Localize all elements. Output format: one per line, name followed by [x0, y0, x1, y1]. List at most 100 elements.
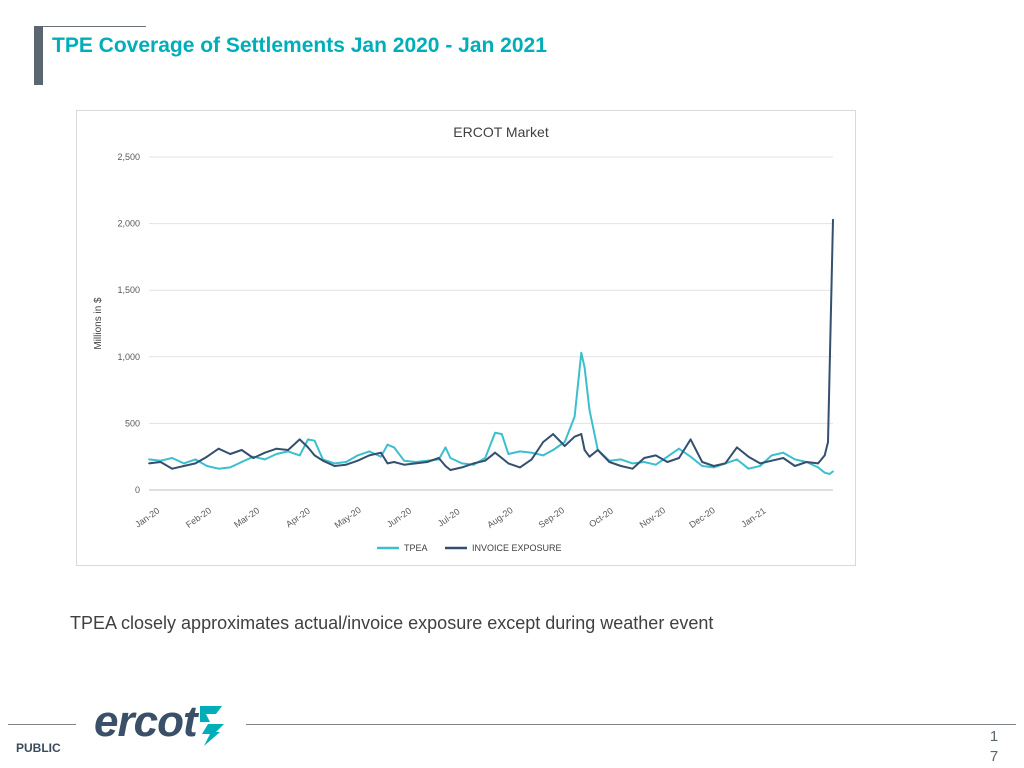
- data-point: [484, 459, 487, 462]
- data-point: [654, 463, 657, 466]
- data-point: [832, 218, 834, 221]
- data-point: [620, 465, 622, 467]
- x-tick-label: Jun-20: [385, 506, 413, 530]
- data-point: [507, 462, 510, 465]
- data-point: [542, 441, 545, 443]
- data-point: [356, 459, 359, 462]
- data-point: [580, 351, 583, 354]
- y-axis-label: Millions in $: [93, 297, 104, 350]
- data-point: [580, 433, 583, 435]
- data-point: [519, 466, 521, 469]
- data-point: [321, 459, 324, 462]
- data-point: [552, 433, 555, 435]
- data-point: [461, 462, 463, 465]
- data-point: [643, 457, 646, 459]
- data-point: [782, 457, 785, 459]
- footer-divider-right: [246, 724, 1016, 725]
- ercot-logo-text: ercot: [94, 697, 198, 746]
- data-point: [449, 469, 452, 471]
- data-point: [414, 462, 417, 465]
- data-point: [217, 447, 220, 450]
- data-point: [563, 441, 566, 443]
- x-tick-label: May-20: [333, 505, 363, 530]
- x-tick-label: Mar-20: [232, 505, 261, 530]
- data-point: [542, 454, 545, 457]
- data-point: [444, 465, 447, 467]
- data-point: [494, 451, 497, 454]
- data-point: [206, 465, 208, 467]
- data-point: [307, 438, 309, 441]
- x-tick-label: Nov-20: [638, 505, 668, 530]
- data-point: [827, 441, 829, 443]
- data-point: [736, 446, 738, 449]
- data-point: [229, 466, 232, 469]
- title-accent-line: [34, 26, 146, 27]
- data-point: [307, 446, 309, 449]
- data-point: [654, 454, 657, 457]
- data-point: [588, 409, 591, 411]
- data-point: [736, 458, 738, 461]
- data-point: [573, 415, 576, 418]
- data-point: [426, 461, 429, 463]
- data-point: [206, 455, 208, 458]
- data-point: [182, 465, 185, 467]
- data-point: [368, 454, 371, 457]
- data-point: [631, 467, 634, 470]
- data-point: [823, 454, 826, 457]
- data-point: [240, 461, 243, 463]
- data-point: [345, 461, 347, 463]
- x-tick-label: Jan-21: [739, 506, 767, 530]
- data-point: [689, 438, 692, 441]
- chart-frame: ERCOT Market 0 500 1,000 1,500 2,000 2,500 Mill…: [76, 110, 856, 566]
- data-point: [770, 454, 773, 457]
- page-number: 1 7: [988, 727, 1000, 767]
- page-number-digit: 1: [989, 728, 999, 745]
- data-point: [608, 461, 611, 463]
- data-point: [519, 450, 521, 453]
- data-point: [444, 446, 447, 449]
- page-number-digit: 7: [989, 748, 999, 765]
- data-point: [345, 463, 347, 466]
- data-point: [747, 467, 750, 470]
- data-point: [313, 454, 316, 457]
- data-point: [724, 462, 727, 465]
- data-point: [832, 470, 834, 473]
- data-point: [403, 459, 405, 462]
- data-point: [817, 466, 819, 469]
- data-point: [494, 431, 497, 434]
- slide-caption: TPEA closely approximates actual/invoice…: [70, 613, 714, 633]
- y-tick-label: 2,000: [117, 219, 140, 229]
- data-point: [828, 473, 831, 475]
- data-point: [386, 443, 389, 446]
- y-tick-label: 2,500: [117, 152, 140, 162]
- data-point: [631, 462, 634, 465]
- data-point: [678, 457, 680, 459]
- data-point: [500, 433, 503, 435]
- data-point: [552, 449, 555, 451]
- data-point: [666, 455, 669, 458]
- data-point: [252, 457, 255, 459]
- data-point: [507, 453, 510, 455]
- data-point: [333, 465, 336, 467]
- public-classification-label: PUBLIC: [16, 741, 61, 755]
- data-point: [194, 458, 197, 461]
- data-point: [747, 455, 750, 458]
- title-accent-bar: [34, 26, 43, 85]
- data-point: [530, 458, 533, 461]
- data-point: [148, 458, 150, 461]
- ercot-market-chart: ERCOT Market 0 500 1,000 1,500 2,000 2,500 Mill…: [93, 124, 834, 553]
- ercot-lightning-mark-icon: [200, 706, 224, 746]
- data-point: [794, 465, 796, 467]
- data-point: [148, 462, 150, 465]
- data-point: [171, 467, 174, 470]
- data-point: [530, 451, 533, 454]
- data-point: [461, 466, 463, 469]
- data-point: [217, 467, 220, 470]
- data-point: [620, 458, 622, 461]
- data-point: [484, 457, 487, 459]
- data-point: [393, 461, 396, 463]
- data-point: [701, 465, 704, 467]
- x-tick-label: Oct-20: [587, 506, 615, 530]
- data-point: [583, 366, 586, 369]
- x-tick-label: Sep-20: [537, 505, 567, 530]
